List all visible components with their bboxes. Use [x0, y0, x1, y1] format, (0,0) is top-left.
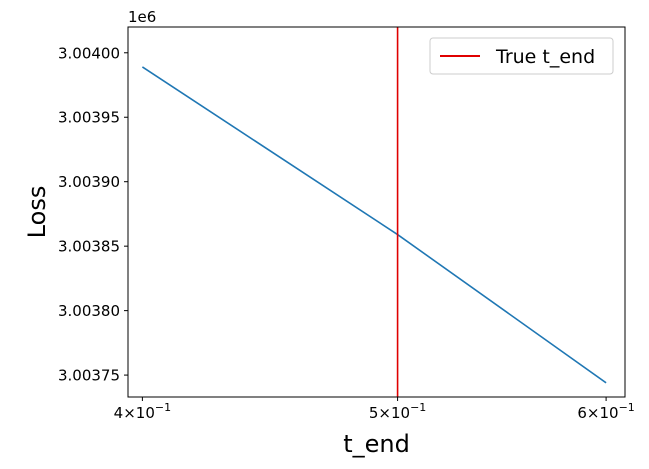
- y-axis-title: Loss: [23, 186, 51, 239]
- y-tick-label-2: 3.00385: [58, 238, 120, 256]
- y-tick-label-4: 3.00395: [58, 109, 120, 127]
- x-axis: 4×10−1 5×10−1 6×10−1: [114, 397, 635, 422]
- axes-frame: [127, 26, 626, 398]
- legend-label: True t_end: [495, 46, 595, 68]
- y-tick-label-1: 3.00380: [58, 302, 120, 320]
- x-tick-label-1: 5×10−1: [369, 401, 426, 422]
- plot-content: [141, 27, 607, 397]
- x-tick-label-0: 4×10−1: [114, 401, 171, 422]
- y-tick-label-5: 3.00400: [58, 44, 120, 62]
- legend: True t_end: [429, 37, 614, 75]
- legend-box: [429, 37, 614, 75]
- x-axis-title: t_end: [343, 430, 410, 458]
- y-axis: 3.00375 3.00380 3.00385 3.00390 3.00395 3.004…: [58, 44, 128, 385]
- x-tick-label-2: 6×10−1: [577, 401, 634, 422]
- series-line-0: [141, 66, 607, 384]
- y-offset-label: 1e6: [128, 8, 156, 26]
- y-tick-label-3: 3.00390: [58, 173, 120, 191]
- y-tick-label-0: 3.00375: [58, 367, 120, 385]
